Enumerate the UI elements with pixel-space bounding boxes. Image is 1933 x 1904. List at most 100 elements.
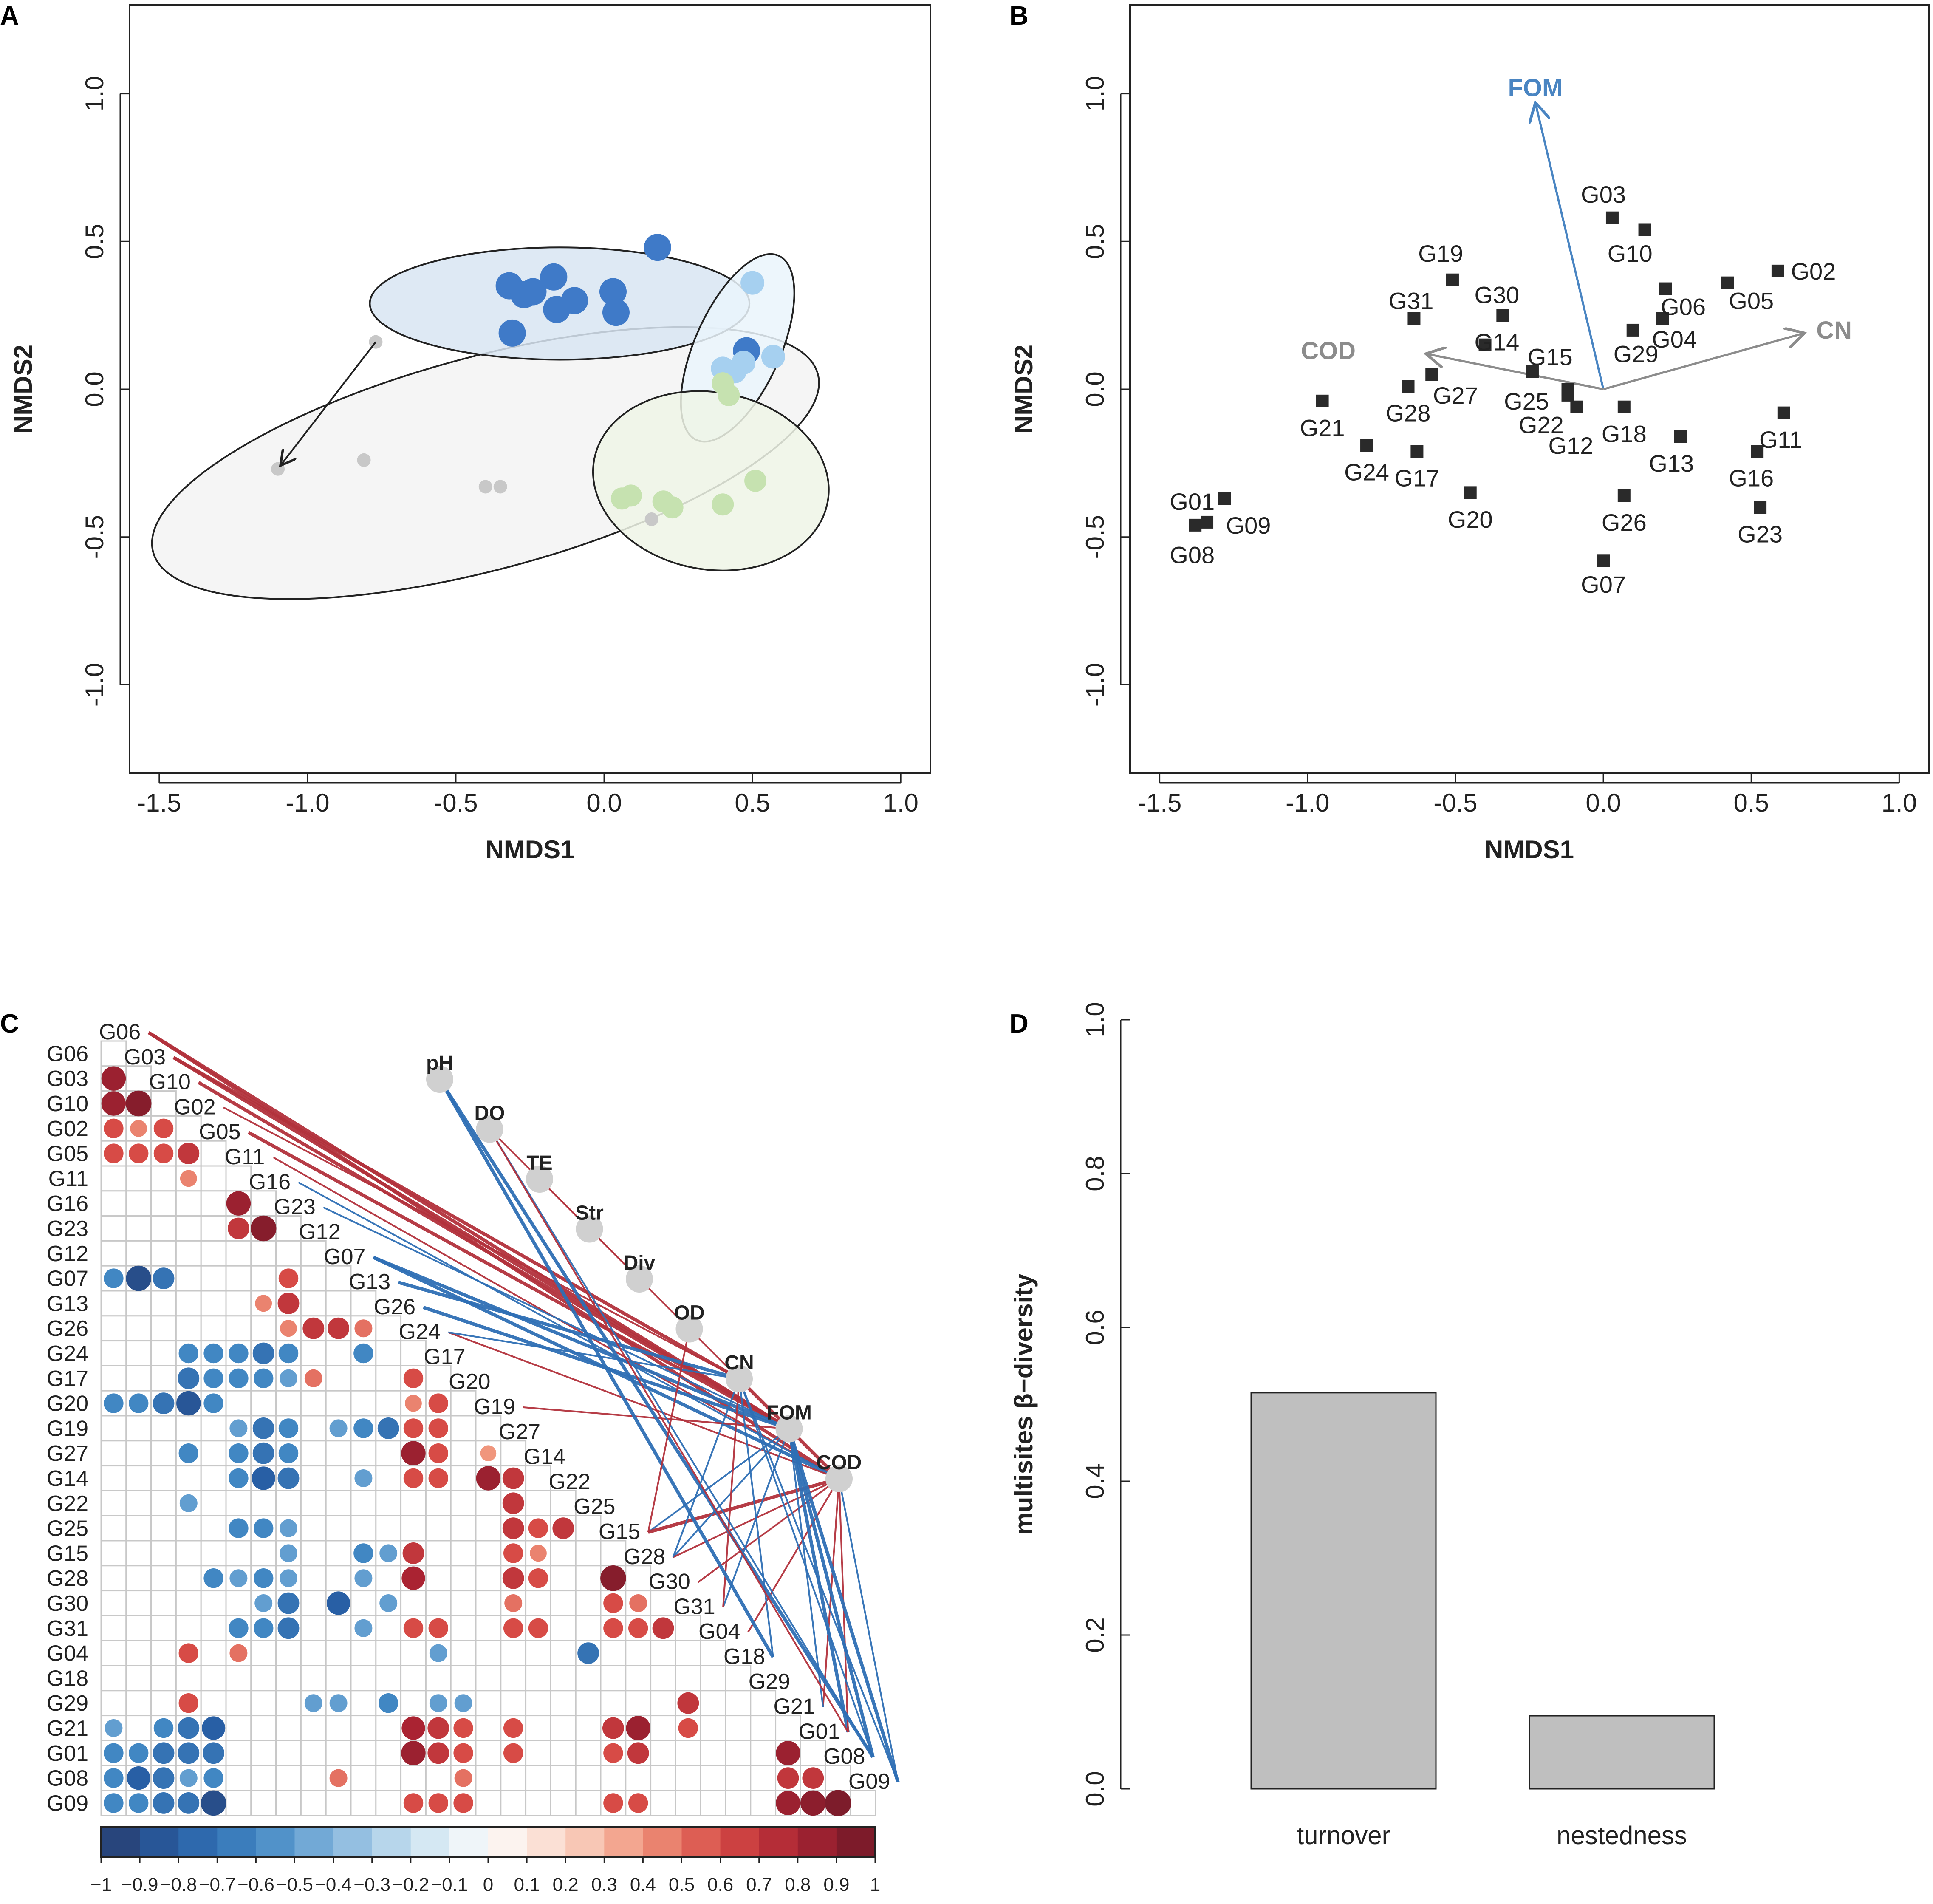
matrix-cell	[150, 1590, 177, 1616]
sample-label: G22	[1519, 411, 1564, 438]
correlation-circle	[354, 1569, 373, 1587]
colorbar-segment	[101, 1827, 141, 1857]
matrix-cell	[575, 1615, 602, 1641]
correlation-circle	[252, 1466, 275, 1490]
sample-label: G14	[1474, 329, 1519, 356]
correlation-circle	[153, 1718, 174, 1738]
x-tick-label: -0.5	[1433, 789, 1477, 817]
row-label: G12	[47, 1242, 88, 1266]
matrix-cell	[250, 1665, 277, 1692]
row-label: G05	[47, 1142, 88, 1166]
matrix-cell	[425, 1490, 452, 1516]
sample-label: G05	[1729, 287, 1774, 314]
sample-square-marker	[1659, 282, 1672, 295]
correlation-circle	[179, 1769, 198, 1787]
y-tick-label: -1.0	[1081, 663, 1109, 707]
sample-square-marker	[1721, 276, 1734, 289]
colorbar-segment	[488, 1827, 528, 1857]
matrix-cell	[150, 1665, 177, 1692]
matrix-cell	[825, 1765, 851, 1791]
matrix-cell	[550, 1740, 577, 1766]
matrix-cell	[175, 1115, 202, 1142]
sample-square-marker	[1189, 518, 1202, 532]
matrix-cell	[275, 1640, 302, 1666]
matrix-cell	[200, 1165, 227, 1192]
correlation-circle	[503, 1618, 523, 1638]
matrix-cell	[100, 1215, 127, 1242]
env-vector-label: COD	[1301, 337, 1356, 365]
correlation-circle	[429, 1644, 447, 1662]
matrix-cell	[700, 1740, 726, 1766]
colorbar-segment	[140, 1827, 179, 1857]
y-axis-title: NMDS2	[9, 345, 37, 434]
matrix-cell	[150, 1565, 177, 1592]
correlation-circle	[403, 1618, 424, 1638]
row-label: G02	[47, 1117, 88, 1141]
matrix-cell	[100, 1615, 127, 1641]
matrix-cell	[650, 1665, 676, 1692]
sample-label: G16	[1729, 465, 1774, 492]
correlation-circle	[126, 1265, 152, 1291]
colorbar-tick-label: 0.5	[669, 1874, 695, 1895]
correlation-circle	[603, 1593, 623, 1613]
row-label: G21	[47, 1716, 88, 1741]
colorbar-segment	[410, 1827, 450, 1857]
y-tick-label: 0.4	[1081, 1463, 1109, 1499]
matrix-cell	[150, 1190, 177, 1217]
matrix-cell	[675, 1665, 701, 1692]
matrix-cell	[375, 1615, 402, 1641]
correlation-circle	[403, 1368, 424, 1388]
row-label: G11	[48, 1166, 88, 1191]
matrix-cell	[450, 1590, 477, 1616]
matrix-cell	[700, 1665, 726, 1692]
correlation-circle	[153, 1742, 175, 1764]
matrix-cell	[600, 1640, 627, 1666]
matrix-cell	[200, 1665, 227, 1692]
correlation-circle	[101, 1091, 126, 1116]
correlation-link	[323, 1206, 790, 1430]
data-point	[652, 490, 675, 513]
matrix-cell	[375, 1515, 402, 1542]
diagonal-label: G15	[599, 1519, 640, 1544]
diagonal-label: G16	[249, 1170, 291, 1194]
matrix-cell	[550, 1565, 577, 1592]
diagonal-label: G02	[174, 1095, 215, 1119]
matrix-cell	[125, 1290, 152, 1317]
row-label: G20	[47, 1392, 88, 1416]
matrix-cell	[425, 1540, 452, 1567]
sample-square-marker	[1754, 501, 1767, 514]
sample-square-marker	[1496, 309, 1509, 322]
colorbar-segment	[681, 1827, 721, 1857]
matrix-cell	[475, 1615, 502, 1641]
matrix-cell	[475, 1590, 502, 1616]
matrix-cell	[450, 1665, 477, 1692]
correlation-circle	[429, 1694, 447, 1712]
matrix-cell	[600, 1765, 627, 1791]
sample-square-marker	[1638, 223, 1651, 236]
matrix-cell	[375, 1440, 402, 1467]
correlation-link	[247, 1131, 790, 1431]
correlation-circle	[229, 1644, 248, 1662]
env-node	[825, 1465, 853, 1492]
matrix-cell	[275, 1740, 302, 1766]
correlation-circle	[825, 1790, 851, 1816]
matrix-cell	[375, 1315, 402, 1342]
matrix-cell	[225, 1715, 252, 1741]
correlation-circle	[329, 1419, 348, 1437]
correlation-link	[448, 1331, 740, 1380]
correlation-link	[838, 1478, 899, 1782]
matrix-cell	[125, 1065, 152, 1092]
sample-square-marker	[1605, 211, 1619, 224]
correlation-circle	[178, 1343, 198, 1364]
matrix-cell	[525, 1690, 551, 1717]
matrix-cell	[300, 1565, 327, 1592]
data-point	[498, 319, 526, 347]
sample-square-marker	[1674, 430, 1687, 443]
correlation-circle	[153, 1392, 175, 1415]
x-tick-label: -1.0	[285, 789, 329, 817]
colorbar-segment	[797, 1827, 837, 1857]
diagonal-label: G14	[524, 1445, 565, 1469]
correlation-link	[647, 1329, 690, 1533]
colorbar-segment	[256, 1827, 295, 1857]
matrix-cell	[225, 1665, 252, 1692]
